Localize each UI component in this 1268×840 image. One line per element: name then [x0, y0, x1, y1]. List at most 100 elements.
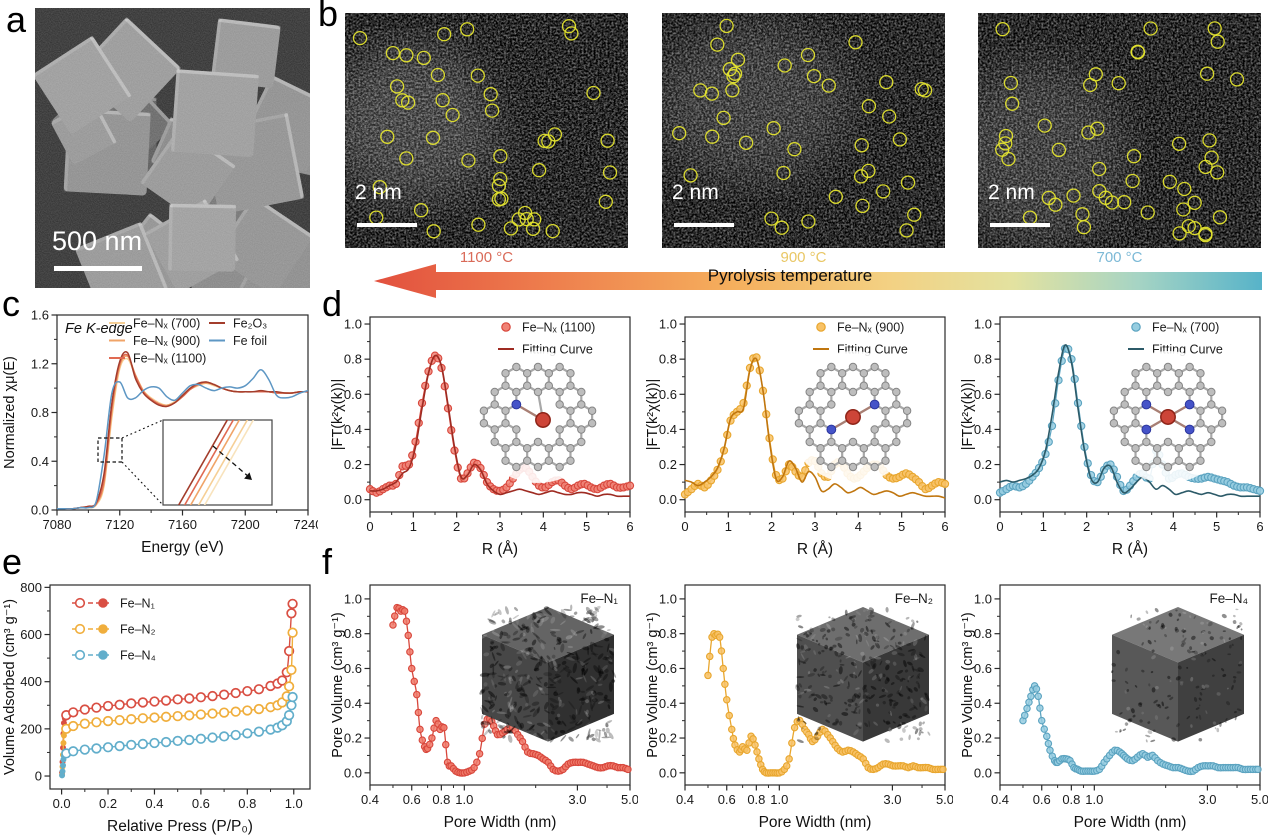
corner-label: Fe–N₂	[895, 591, 933, 606]
svg-text:0.6: 0.6	[974, 661, 992, 676]
svg-text:0.4: 0.4	[991, 792, 1009, 807]
svg-text:3: 3	[811, 519, 818, 534]
series	[999, 344, 1260, 498]
svg-text:0.0: 0.0	[344, 765, 362, 780]
chart-svg-isotherm: 0.0 0.2 0.4 0.6 0.8 1.0 0 200 400 600 800 Relative …	[2, 580, 311, 835]
series	[56, 369, 309, 510]
svg-text:|FT(k²χ(k))|: |FT(k²χ(k))|	[645, 379, 661, 451]
chart-title: Fe K-edge	[65, 321, 133, 337]
psd-chart-1: 0.4 0.6 0.8 1.0 3.0 5.0 0.0 0.2 0.4 0.6 0.8 1.0 Pore…	[330, 552, 639, 840]
series	[369, 354, 630, 498]
svg-text:0.0: 0.0	[974, 492, 992, 507]
axes: 0.0 0.2 0.4 0.6 0.8 1.0 0 200 400 600 800 Relative …	[2, 580, 311, 835]
svg-text:1.0: 1.0	[659, 591, 677, 606]
pyrolysis-temperature-arrow-label: Pyrolysis temperature	[707, 266, 873, 285]
corner-label: Fe–N₄	[1209, 591, 1248, 606]
svg-text:1.0: 1.0	[659, 317, 677, 332]
svg-text:Pore Width (nm): Pore Width (nm)	[1074, 814, 1187, 831]
svg-text:0.8: 0.8	[344, 626, 362, 641]
svg-text:7200: 7200	[231, 517, 260, 532]
svg-text:1.0: 1.0	[344, 317, 362, 332]
svg-text:600: 600	[20, 627, 42, 642]
svg-text:0.6: 0.6	[659, 387, 677, 402]
legend: Fe–Nₓ (700) Fe–Nₓ (900) Fe–Nₓ (1100)	[109, 316, 206, 365]
svg-text:0.2: 0.2	[659, 731, 677, 746]
svg-text:0.0: 0.0	[659, 492, 677, 507]
iron-atom	[535, 412, 551, 428]
tem-scale-bar	[674, 223, 734, 227]
svg-text:0.0: 0.0	[31, 503, 49, 518]
tem-scale-bar-label: 2 nm	[672, 181, 719, 204]
svg-text:Fe₂O₃: Fe₂O₃	[233, 316, 267, 330]
tem-image-700: 2 nm	[978, 13, 1261, 248]
nitrogen-atom	[1141, 399, 1152, 410]
svg-text:0.6: 0.6	[344, 661, 362, 676]
series	[704, 630, 947, 777]
svg-text:1.0: 1.0	[285, 796, 303, 811]
sem-scale-bar-label: 500 nm	[52, 226, 143, 256]
zoom-inset	[97, 419, 273, 506]
svg-text:Pore Width (nm): Pore Width (nm)	[759, 814, 872, 831]
tem-temp-label: 900 °C	[780, 249, 827, 266]
svg-text:800: 800	[20, 580, 42, 595]
nitrogen-atom	[1184, 399, 1195, 410]
svg-text:R (Å): R (Å)	[482, 541, 518, 558]
molecule-inset	[1102, 351, 1234, 483]
svg-text:7080: 7080	[43, 517, 72, 532]
svg-text:1.0: 1.0	[974, 591, 992, 606]
molecule-inset	[472, 351, 604, 483]
svg-text:0.4: 0.4	[31, 454, 49, 469]
chart-svg-psd_1: 0.4 0.6 0.8 1.0 3.0 5.0 0.0 0.2 0.4 0.6 0.8 1.0 Pore…	[330, 584, 639, 831]
svg-text:|FT(k²χ(k))|: |FT(k²χ(k))|	[960, 379, 976, 451]
tem-scale-bar	[357, 223, 417, 227]
iron-atom	[845, 409, 861, 425]
tem-scale-bar-label: 2 nm	[355, 181, 402, 204]
corner-label: Fe–N₁	[580, 591, 618, 606]
svg-text:1.0: 1.0	[344, 591, 362, 606]
svg-text:5.0: 5.0	[621, 792, 638, 807]
sem-image: 500 nm	[35, 8, 310, 288]
svg-text:0.4: 0.4	[659, 696, 677, 711]
series	[59, 691, 298, 779]
single-atom-circles	[995, 21, 1245, 243]
svg-text:5.0: 5.0	[936, 792, 953, 807]
svg-text:4: 4	[855, 519, 862, 534]
svg-text:1: 1	[725, 519, 732, 534]
iron-atom	[1160, 409, 1176, 425]
nitrogen-atom	[1141, 424, 1152, 435]
svg-text:Pore Volume (cm³ g⁻¹): Pore Volume (cm³ g⁻¹)	[645, 612, 661, 757]
svg-text:0: 0	[366, 519, 373, 534]
psd-chart-2: 0.4 0.6 0.8 1.0 3.0 5.0 0.0 0.2 0.4 0.6 0.8 1.0 Pore…	[645, 552, 954, 840]
svg-text:0: 0	[996, 519, 1003, 534]
svg-text:6: 6	[941, 519, 948, 534]
tem-texture	[662, 13, 945, 248]
svg-text:Energy (eV): Energy (eV)	[141, 539, 224, 556]
panel-label-b: b	[318, 0, 339, 34]
svg-text:0.4: 0.4	[344, 422, 362, 437]
porous-cube-inset	[795, 604, 931, 744]
svg-text:5.0: 5.0	[1251, 792, 1268, 807]
svg-text:0.2: 0.2	[344, 731, 362, 746]
svg-text:5: 5	[583, 519, 590, 534]
series	[1019, 682, 1262, 776]
svg-text:Fe–Nₓ (700): Fe–Nₓ (700)	[1152, 320, 1219, 334]
sem-texture	[35, 8, 310, 288]
svg-text:0.8: 0.8	[238, 796, 256, 811]
svg-text:Normalized χμ(E): Normalized χμ(E)	[2, 356, 18, 469]
chart-svg-exafs_900: 0 1 2 3 4 5 6 0.0 0.2 0.4 0.6 0.8 1.0 R (Å) |FT(k²χ(k)…	[645, 316, 950, 558]
nitrogen-atom	[511, 399, 522, 410]
tem-texture	[978, 13, 1261, 248]
svg-text:3: 3	[496, 519, 503, 534]
svg-text:0.4: 0.4	[676, 792, 694, 807]
svg-text:0.8: 0.8	[1062, 792, 1080, 807]
tem-scale-bar	[990, 223, 1050, 227]
svg-text:0.2: 0.2	[344, 457, 362, 472]
svg-text:5: 5	[898, 519, 905, 534]
panel-label-f: f	[322, 541, 333, 582]
axes: 0 1 2 3 4 5 6 0.0 0.2 0.4 0.6 0.8 1.0 R (Å) |FT(k²χ(k)…	[645, 316, 949, 558]
svg-text:R (Å): R (Å)	[797, 541, 833, 558]
tem-image-1100: 2 nm	[345, 13, 628, 248]
